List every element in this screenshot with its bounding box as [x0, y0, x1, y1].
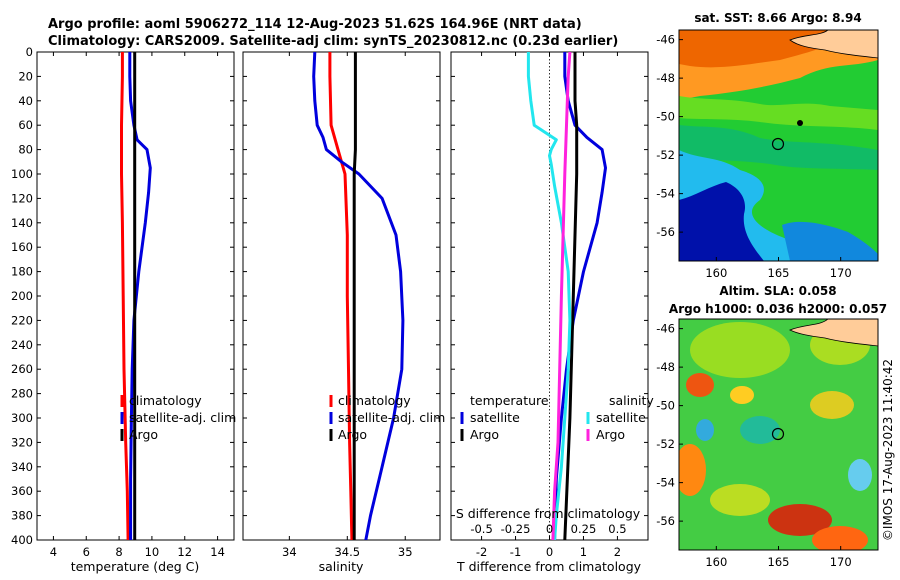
x-tick-label: 34	[282, 545, 297, 559]
sla-map: Altim. SLA: 0.058 Argo h1000: 0.036 h200…	[656, 284, 887, 569]
y-tick-label: 140	[11, 216, 33, 230]
salinity-xlabel: salinity	[319, 559, 364, 574]
legend-satellite-adj: satellite-adj. clim	[129, 410, 236, 425]
series-salinity-satellite	[526, 52, 572, 540]
y-tick-label: 80	[18, 143, 33, 157]
x-tick-label: -2	[476, 545, 487, 559]
legend-temperature-satellite: satellite	[470, 410, 520, 425]
x-tick-label: 0	[546, 545, 553, 559]
x-tick-label: 6	[83, 545, 90, 559]
map-x-tick-label: 160	[705, 555, 727, 569]
map-x-tick-label: 170	[830, 266, 852, 280]
y-tick-label: 200	[11, 289, 33, 303]
x-tick-label: 2	[614, 545, 621, 559]
y-tick-label: 240	[11, 338, 33, 352]
y-tick-label: 360	[11, 484, 33, 498]
y-tick-label: 20	[18, 69, 33, 83]
difference-panel: -2 -1 0 1 2 T difference from climatology S …	[450, 51, 654, 574]
argo-position-marker	[771, 427, 785, 441]
map-y-tick-label: -50	[656, 399, 675, 413]
series-temperature-satellite	[553, 52, 607, 540]
legend-argo: Argo	[338, 427, 367, 442]
map-x-tick-label: 170	[830, 555, 852, 569]
t-difference-xlabel: T difference from climatology	[456, 559, 642, 574]
x-tick-label: -1	[510, 545, 521, 559]
legend-temperature-title: temperature	[470, 393, 549, 408]
s-diff-tick-label: -0.25	[501, 522, 531, 536]
y-tick-label: 220	[11, 313, 33, 327]
x-tick-label: 10	[145, 545, 160, 559]
copyright-credit: ©IMOS 17-Aug-2023 11:40:42	[881, 359, 895, 541]
salinity-legend: climatology satellite-adj. clim Argo	[329, 393, 445, 442]
s-difference-label: S difference from climatology	[456, 506, 641, 521]
map-y-tick-label: -50	[656, 110, 675, 124]
sst-map: sat. SST: 8.66 Argo: 8.94 -46 -48 -50 -52 -5…	[656, 11, 879, 280]
argo-position-marker	[771, 137, 785, 151]
y-tick-label: 0	[26, 45, 33, 59]
y-tick-label: 260	[11, 362, 33, 376]
legend-salinity-argo: Argo	[596, 427, 625, 442]
series-climatology	[328, 52, 354, 540]
y-tick-label: 120	[11, 191, 33, 205]
map-y-tick-label: -54	[656, 187, 675, 201]
map-y-tick-label: -48	[656, 360, 675, 374]
series-satellite-adj-clim	[128, 52, 152, 540]
y-tick-label: 180	[11, 265, 33, 279]
x-tick-label: 34.5	[334, 545, 360, 559]
x-tick-label: 35	[398, 545, 413, 559]
temperature-xlabel: temperature (deg C)	[71, 559, 200, 574]
map-y-tick-label: -52	[656, 148, 675, 162]
series-satellite-adj-clim	[312, 52, 405, 540]
y-tick-label: 320	[11, 435, 33, 449]
s-diff-tick-label: -0.5	[470, 522, 492, 536]
y-tick-label: 160	[11, 240, 33, 254]
figure-title-line2: Climatology: CARS2009. Satellite-adj cli…	[48, 34, 618, 49]
x-tick-label: 8	[115, 545, 122, 559]
y-tick-label: 400	[11, 533, 33, 547]
x-tick-label: 14	[210, 545, 225, 559]
map-y-tick-label: -54	[656, 476, 675, 490]
y-tick-label: 380	[11, 509, 33, 523]
map-y-tick-label: -52	[656, 437, 675, 451]
s-diff-tick-label: 0.25	[571, 522, 597, 536]
series-salinity-argo	[551, 52, 572, 540]
map-x-tick-label: 160	[705, 266, 727, 280]
y-tick-label: 100	[11, 167, 33, 181]
legend-argo: Argo	[129, 427, 158, 442]
series-climatology	[120, 52, 130, 540]
y-tick-label: 340	[11, 460, 33, 474]
sla-map-subtitle: Argo h1000: 0.036 h2000: 0.057	[669, 302, 887, 316]
legend-climatology: climatology	[129, 393, 202, 408]
map-y-tick-label: -56	[656, 514, 675, 528]
map-y-tick-label: -48	[656, 71, 675, 85]
map-x-tick-label: 165	[768, 266, 790, 280]
y-tick-label: 300	[11, 411, 33, 425]
legend-satellite-adj: satellite-adj. clim	[338, 410, 445, 425]
salinity-panel: 34 34.5 35 salinity climatology satellite-…	[242, 51, 445, 574]
y-tick-label: 40	[18, 94, 33, 108]
map-y-tick-label: -46	[656, 33, 675, 47]
s-diff-tick-label: 0	[546, 522, 553, 536]
sst-map-title: sat. SST: 8.66 Argo: 8.94	[694, 11, 861, 25]
legend-climatology: climatology	[338, 393, 411, 408]
sla-map-title: Altim. SLA: 0.058	[719, 284, 836, 298]
series-temperature-argo	[563, 52, 579, 540]
temperature-panel: 0 20 40 60 80 100 120 140 160 180 200 220 240 260 280 3…	[11, 45, 236, 574]
x-tick-label: 4	[50, 545, 57, 559]
map-y-tick-label: -46	[656, 322, 675, 336]
map-y-tick-label: -56	[656, 225, 675, 239]
series-argo	[352, 52, 357, 540]
s-diff-tick-label: 0.5	[608, 522, 626, 536]
map-x-tick-label: 165	[768, 555, 790, 569]
temperature-legend: climatology satellite-adj. clim Argo	[120, 393, 236, 442]
x-tick-label: 1	[580, 545, 587, 559]
y-tick-label: 60	[18, 118, 33, 132]
legend-salinity-title: salinity	[609, 393, 654, 408]
y-tick-label: 280	[11, 387, 33, 401]
legend-salinity-satellite: satellite	[596, 410, 646, 425]
figure-title-line1: Argo profile: aoml 5906272_114 12-Aug-20…	[48, 17, 582, 32]
x-tick-label: 12	[177, 545, 192, 559]
legend-temperature-argo: Argo	[470, 427, 499, 442]
difference-legend: temperature satellite Argo salinity sate…	[460, 393, 654, 442]
